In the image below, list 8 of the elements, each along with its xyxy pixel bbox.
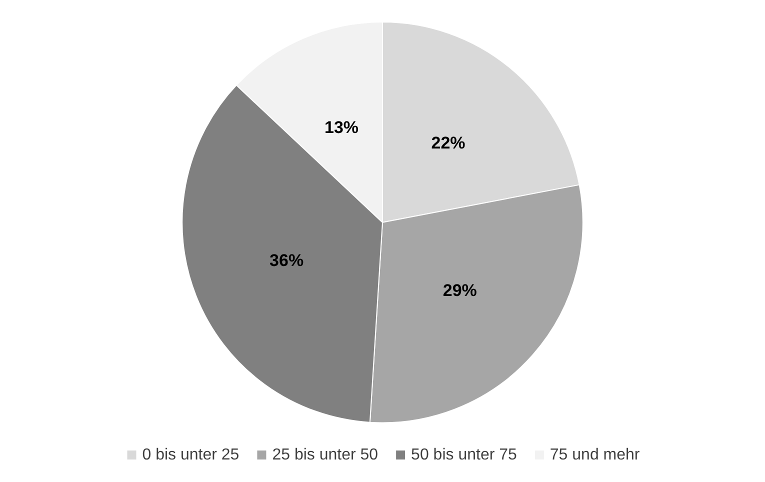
data-label: 29% <box>442 281 477 300</box>
legend-label: 50 bis unter 75 <box>411 446 518 464</box>
legend-label: 0 bis unter 25 <box>142 446 240 464</box>
data-label: 13% <box>324 118 359 138</box>
legend-label: 75 und mehr <box>550 446 640 464</box>
data-label: 36% <box>270 250 304 270</box>
legend-label: 25 bis unter 50 <box>272 446 378 464</box>
data-label: 22% <box>431 133 466 152</box>
